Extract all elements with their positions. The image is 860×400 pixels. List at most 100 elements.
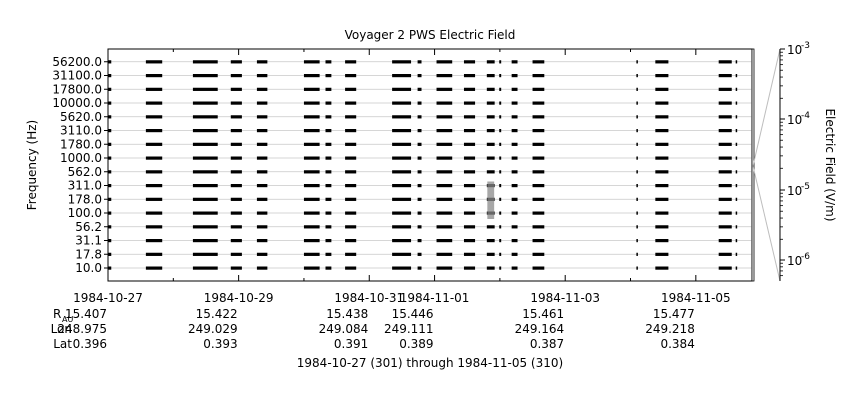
data-band [486,60,495,64]
data-band [230,101,242,105]
data-band [192,115,218,119]
y-tick-label: 5620.0 [60,110,102,124]
data-band [230,170,242,174]
data-band [108,74,112,78]
data-band [636,101,638,105]
data-band [192,129,218,133]
data-band [718,225,732,229]
data-band [463,129,476,133]
data-band [655,156,669,160]
data-band [511,156,518,160]
data-band [636,129,638,133]
x-tick-label: 1984-10-31 [334,291,404,305]
data-band [511,142,518,146]
colorbar-tick-exponent: -6 [801,252,810,262]
data-band [345,156,357,160]
data-band [345,252,357,256]
data-band [108,129,112,133]
data-band [436,211,453,215]
data-band [636,170,638,174]
data-band [718,87,732,91]
data-band [499,170,502,174]
data-band [303,266,320,270]
data-band [532,197,545,201]
data-band [108,115,112,119]
data-band [486,129,495,133]
data-band [345,211,357,215]
ephemeris-r-value: 15.438 [326,307,368,321]
data-band [463,74,476,78]
data-band [303,252,320,256]
colorbar-tick-exponent: -5 [801,182,810,192]
data-band [256,184,268,188]
data-band [230,115,242,119]
data-band [463,211,476,215]
x-tick-label: 1984-10-27 [73,291,143,305]
data-band [636,156,638,160]
data-band [655,239,669,243]
data-band [655,74,669,78]
data-band [636,74,638,78]
data-band [256,142,268,146]
data-band [392,239,412,243]
data-band [486,225,495,229]
ephemeris-r-value: 15.446 [392,307,434,321]
date-range-footer: 1984-10-27 (301) through 1984-11-05 (310… [297,356,563,370]
data-band [499,142,502,146]
data-band [486,170,495,174]
data-band [303,184,320,188]
y-tick-label: 562.0 [68,165,102,179]
data-band [392,60,412,64]
data-band [145,197,163,201]
data-band [718,74,732,78]
data-band [345,184,357,188]
data-band [636,184,638,188]
data-band [145,252,163,256]
data-band [392,211,412,215]
data-band [511,87,518,91]
data-band [256,197,268,201]
data-band [303,87,320,91]
data-band [417,239,422,243]
data-band [230,197,242,201]
data-band [392,115,412,119]
data-band [256,74,268,78]
data-band [636,239,638,243]
ephemeris-r-value: 15.407 [65,307,107,321]
data-band [436,142,453,146]
data-band [230,129,242,133]
data-band [325,239,332,243]
data-band [145,87,163,91]
data-band [417,74,422,78]
data-band [325,101,332,105]
data-band [655,142,669,146]
data-band [511,115,518,119]
data-band [486,239,495,243]
data-band [511,60,518,64]
data-band [486,87,495,91]
data-band [511,184,518,188]
data-band [303,74,320,78]
data-band [417,129,422,133]
data-band [145,211,163,215]
ephemeris-row-label-lat: Lat [53,337,72,351]
data-band [532,115,545,119]
data-band [532,225,545,229]
data-band [256,115,268,119]
y-tick-label: 17.8 [75,247,102,261]
emission-patch [487,181,495,219]
data-band [735,197,738,201]
ephemeris-lon-value: 249.111 [384,322,434,336]
data-band [303,142,320,146]
data-band [345,142,357,146]
ephemeris-r-value: 15.461 [522,307,564,321]
data-band [436,184,453,188]
data-band [108,239,112,243]
y-tick-label: 17800.0 [52,82,102,96]
data-band [256,170,268,174]
data-band [532,142,545,146]
x-tick-label: 1984-11-01 [400,291,470,305]
colorbar-label: Electric Field (V/m) [823,108,837,221]
data-band [345,129,357,133]
